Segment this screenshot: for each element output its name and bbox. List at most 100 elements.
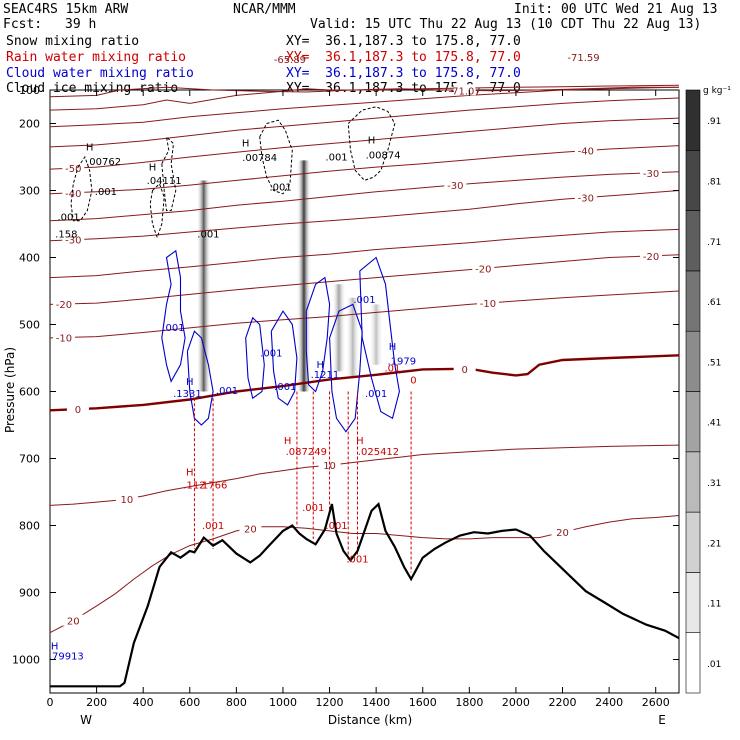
x-tick-label: 1000: [269, 696, 297, 709]
y-tick-label: 300: [19, 185, 40, 198]
x-tick-label: 200: [86, 696, 107, 709]
shaded-column: [369, 304, 384, 365]
temperature-extremum-label: -71.59: [567, 53, 599, 64]
colorbar-segment: [685, 511, 701, 573]
temperature-contour: [49, 117, 680, 170]
cloud-water-contour: [329, 303, 363, 433]
contour-label-bg: [444, 179, 467, 191]
cloud-water-contour: [305, 276, 331, 393]
x-tick-label: 1400: [362, 696, 390, 709]
colorbar-label: .11: [707, 600, 721, 610]
colorbar-label: .61: [707, 298, 721, 308]
colorbar-label: .91: [707, 117, 721, 127]
colorbar-label: .31: [707, 479, 721, 489]
x-tick-label: 0: [47, 696, 54, 709]
colorbar-segment: [685, 89, 701, 151]
snow-label: .00784: [242, 153, 277, 164]
temperature-contour-label: -10: [480, 299, 496, 310]
temperature-contour-label: 0: [461, 365, 467, 376]
rain-label: .001: [302, 503, 324, 514]
cloud-water-contour: [359, 256, 400, 420]
temperature-contour: [49, 86, 680, 128]
x-end-label-west: W: [80, 713, 92, 727]
contour-label-bg: [640, 166, 663, 178]
rain-label: H: [356, 436, 364, 447]
y-tick-label: 700: [19, 453, 40, 466]
snow-label: .158: [55, 229, 77, 240]
temperature-contour-label: -71.07: [449, 86, 481, 97]
y-tick-label: 1000: [12, 654, 40, 667]
cloud-water-label: .001: [260, 349, 282, 360]
x-tick-label: 400: [133, 696, 154, 709]
axes: 0 200 400 600 800 1000 1200 1400 1600 1800 2000 220…: [12, 90, 679, 709]
colorbar-segment: [685, 391, 701, 453]
cloud-water-contour: [186, 330, 214, 426]
contour-labels: H.00762.001H.04111.001.158H.00784.001.00…: [49, 136, 417, 663]
cloud-water-label: .001: [162, 323, 184, 334]
rain-label: H: [284, 436, 292, 447]
x-tick-label: 2400: [595, 696, 623, 709]
rain-label: .01: [385, 363, 401, 374]
freezing-level-contour: [49, 354, 680, 412]
contour-label-bg: [62, 233, 85, 245]
colorbar-segment: [685, 150, 701, 211]
temperature-contour-label: -20: [56, 300, 72, 311]
snow-contour: [161, 135, 177, 212]
contour-label-bg: [574, 191, 597, 203]
temperature-contour-label: -10: [56, 333, 72, 344]
temperature-contour-label: -30: [578, 194, 594, 205]
terrain-line: [50, 502, 680, 688]
forecast-hours: 39 h: [65, 17, 97, 32]
cloud-water-label: H: [51, 641, 59, 652]
contour-label-bg: [62, 186, 85, 198]
temperature-contour: [49, 254, 680, 305]
temperature-contour-label: -50: [65, 164, 81, 175]
temperature-contour-label: -20: [475, 264, 491, 275]
y-tick-label: 900: [19, 587, 40, 600]
shaded-column: [296, 160, 311, 392]
rain-label: .1766: [199, 481, 228, 492]
snow-label: .00874: [366, 150, 401, 161]
rain-label: .087249: [286, 447, 327, 458]
contour-label-bg: [62, 614, 85, 626]
x-tick-label: 2000: [502, 696, 530, 709]
colorbar-label: .01: [707, 660, 721, 670]
temperature-contour: [49, 86, 679, 98]
contour-label-bg: [52, 297, 75, 309]
terrain: [50, 502, 680, 688]
snow-contour: [347, 106, 396, 181]
x-axis-label: Distance (km): [328, 713, 412, 727]
temperature-contour-label: -30: [65, 236, 81, 247]
contour-label-bg: [453, 362, 476, 374]
colorbar-units: g kg⁻¹: [703, 86, 731, 96]
rain-contours: [193, 391, 412, 573]
colorbar-segment: [685, 210, 701, 272]
field-name-cloud-water: Cloud water mixing ratio: [6, 66, 194, 81]
cloud-water-label: .1979: [387, 357, 416, 368]
contour-label-bg: [574, 144, 597, 156]
cloud-water-contour: [245, 316, 265, 400]
contour-label-bg: [476, 297, 499, 309]
colorbar-segment: [685, 572, 701, 634]
field-name-snow: Snow mixing ratio: [6, 34, 140, 49]
temperature-contour-label: -20: [643, 252, 659, 263]
cloud-water-label: .001: [365, 389, 387, 400]
org-title: NCAR/MMM: [233, 2, 296, 17]
colorbar-label: .51: [707, 358, 721, 368]
snow-label: .001: [197, 229, 219, 240]
temperature-contour-label: -40: [578, 147, 594, 158]
rain-label: .001: [346, 554, 368, 565]
x-end-label-east: E: [658, 713, 666, 727]
colorbar-label: .21: [707, 539, 721, 549]
temperature-contour-label: -30: [643, 169, 659, 180]
shaded-column: [196, 180, 211, 392]
colorbar-segment: [685, 632, 701, 694]
cloud-water-contours: [161, 249, 400, 433]
cloud-water-label: H: [186, 377, 194, 388]
snow-label: .001: [325, 152, 347, 163]
cloud-water-label: H: [389, 342, 397, 353]
colorbar-label: .41: [707, 419, 721, 429]
colorbar-segment: [685, 270, 701, 332]
